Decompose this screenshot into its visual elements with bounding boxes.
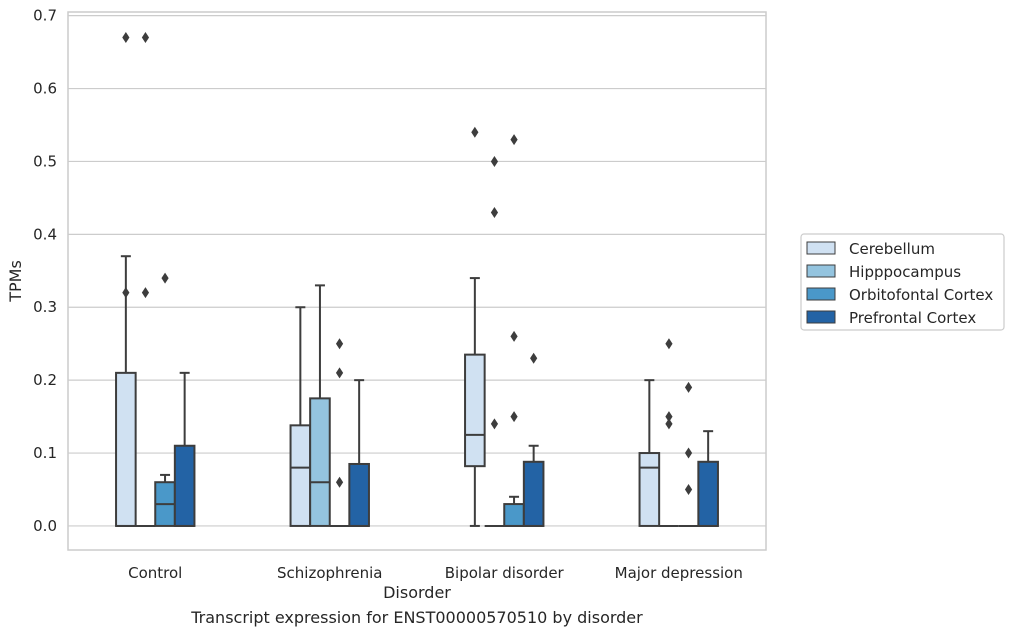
legend: Cerebellum Hipppocampus Orbitofontal Corte… bbox=[800, 233, 1005, 331]
box-body bbox=[697, 460, 719, 527]
outlier-marker bbox=[684, 447, 693, 459]
box-body bbox=[464, 353, 486, 468]
figure-caption: Transcript expression for ENST0000057051… bbox=[191, 608, 643, 627]
y-tick-label: 0.6 bbox=[33, 80, 57, 98]
outlier-marker bbox=[510, 134, 518, 146]
outlier-marker bbox=[122, 32, 130, 44]
outlier-marker bbox=[335, 476, 344, 488]
y-tick-label: 0.4 bbox=[33, 225, 57, 243]
legend-label: Orbitofontal Cortex bbox=[849, 286, 993, 304]
y-tick-label: 0.7 bbox=[33, 7, 57, 25]
box-2-2 bbox=[503, 495, 525, 527]
x-axis-ticks: Control Schizophrenia Bipolar disorder Majo… bbox=[128, 564, 743, 582]
y-tick-label: 0.0 bbox=[33, 517, 57, 535]
outlier-marker bbox=[684, 381, 693, 393]
box-3-0 bbox=[173, 371, 196, 527]
outlier-marker bbox=[335, 338, 344, 350]
legend-swatch bbox=[806, 287, 836, 301]
box-2-0 bbox=[154, 473, 176, 527]
box-body bbox=[173, 444, 196, 527]
y-tick-label: 0.5 bbox=[33, 152, 57, 170]
x-axis-title: Disorder bbox=[383, 583, 451, 602]
box-3-2 bbox=[522, 444, 545, 527]
x-tick-label: Bipolar disorder bbox=[445, 564, 565, 582]
outlier-marker bbox=[684, 483, 693, 495]
box-body bbox=[289, 424, 312, 527]
y-tick-label: 0.1 bbox=[33, 444, 57, 462]
y-tick-label: 0.2 bbox=[33, 371, 57, 389]
box-0-2 bbox=[464, 277, 486, 527]
outlier-marker bbox=[665, 338, 673, 350]
box-body bbox=[503, 503, 525, 527]
x-tick-label: Control bbox=[128, 564, 182, 582]
legend-label: Cerebellum bbox=[849, 240, 935, 258]
x-tick-label: Major depression bbox=[615, 564, 743, 582]
y-tick-label: 0.3 bbox=[33, 298, 57, 316]
box-0-0 bbox=[115, 255, 137, 527]
outlier-marker bbox=[471, 126, 479, 138]
outlier-points bbox=[122, 32, 693, 495]
box-body bbox=[309, 397, 331, 527]
outlier-marker bbox=[141, 287, 150, 299]
box-3-1 bbox=[348, 379, 370, 527]
outlier-marker bbox=[510, 411, 518, 423]
outlier-marker bbox=[530, 352, 538, 364]
outlier-marker bbox=[665, 411, 673, 423]
legend-swatch bbox=[806, 241, 836, 255]
box-1-1 bbox=[309, 284, 331, 527]
outlier-marker bbox=[490, 418, 499, 430]
outlier-marker bbox=[490, 206, 499, 218]
legend-label: Prefrontal Cortex bbox=[849, 309, 976, 327]
legend-label: Hipppocampus bbox=[849, 263, 961, 281]
outlier-marker bbox=[510, 330, 518, 342]
outlier-marker bbox=[122, 287, 130, 299]
box-body bbox=[638, 452, 661, 527]
box-body bbox=[115, 371, 137, 527]
legend-swatch bbox=[806, 264, 836, 278]
outlier-marker bbox=[141, 32, 150, 44]
box-plots bbox=[115, 255, 719, 527]
y-axis-title: TPMs bbox=[6, 260, 25, 303]
outlier-marker bbox=[335, 367, 344, 379]
outlier-marker bbox=[161, 272, 169, 284]
box-body bbox=[348, 462, 370, 527]
legend-swatch bbox=[806, 310, 836, 324]
outlier-marker bbox=[490, 155, 499, 167]
box-body bbox=[522, 460, 545, 527]
legend-frame bbox=[800, 233, 1005, 331]
box-3-3 bbox=[697, 430, 719, 527]
grid-lines bbox=[68, 15, 766, 527]
outlier-marker bbox=[665, 418, 673, 430]
y-axis-ticks: 0.0 0.1 0.2 0.3 0.4 0.5 0.6 0.7 bbox=[33, 7, 57, 535]
x-tick-label: Schizophrenia bbox=[277, 564, 382, 582]
box-0-3 bbox=[638, 379, 661, 527]
plot-frame bbox=[67, 11, 767, 551]
box-0-1 bbox=[289, 306, 312, 527]
